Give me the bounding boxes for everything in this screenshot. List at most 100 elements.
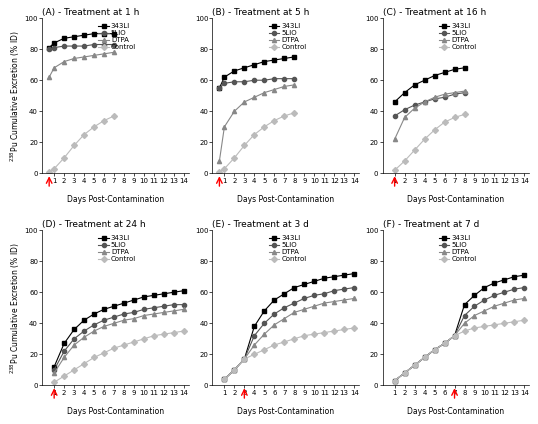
343LI (61, 36, 67, 41)
Line: 343LI: 343LI (393, 66, 466, 104)
Control (71, 143, 77, 148)
343LI (421, 78, 428, 83)
Line: DTPA: DTPA (393, 89, 466, 141)
343LI (101, 31, 107, 36)
343LI (131, 298, 137, 303)
5LIO (241, 79, 247, 84)
Line: DTPA: DTPA (52, 307, 186, 375)
Control (46, 169, 52, 174)
343LI (51, 40, 58, 45)
Line: 5LIO: 5LIO (52, 303, 186, 372)
343LI (141, 294, 147, 299)
343LI (151, 293, 157, 298)
5LIO (392, 378, 398, 383)
DTPA (491, 304, 498, 309)
Control (161, 332, 167, 337)
5LIO (51, 45, 58, 50)
343LI (261, 308, 267, 313)
343LI (511, 274, 518, 279)
5LIO (291, 76, 298, 81)
343LI (291, 54, 298, 59)
Control (81, 361, 87, 366)
343LI (231, 68, 238, 73)
DTPA (61, 59, 67, 64)
5LIO (431, 96, 438, 101)
Control (491, 322, 498, 327)
Control (271, 118, 278, 123)
343LI (491, 280, 498, 285)
5LIO (281, 76, 287, 81)
Legend: 343LI, 5LIO, DTPA, Control: 343LI, 5LIO, DTPA, Control (97, 22, 138, 51)
Control (231, 367, 238, 372)
343LI (461, 302, 468, 307)
343LI (311, 279, 317, 284)
5LIO (461, 90, 468, 95)
Line: 5LIO: 5LIO (393, 285, 527, 383)
343LI (271, 58, 278, 63)
DTPA (261, 90, 267, 95)
DTPA (46, 75, 52, 80)
DTPA (251, 95, 258, 100)
5LIO (216, 86, 223, 91)
DTPA (131, 316, 137, 321)
5LIO (91, 42, 97, 47)
X-axis label: Days Post-Contamination: Days Post-Contamination (407, 407, 505, 416)
5LIO (61, 44, 67, 49)
DTPA (71, 343, 77, 348)
5LIO (491, 293, 498, 298)
5LIO (251, 333, 258, 338)
DTPA (261, 332, 267, 337)
5LIO (231, 367, 238, 372)
343LI (401, 371, 408, 376)
343LI (331, 274, 337, 279)
DTPA (482, 308, 488, 313)
343LI (401, 90, 408, 95)
5LIO (241, 357, 247, 362)
DTPA (471, 313, 478, 318)
Line: DTPA: DTPA (393, 296, 527, 383)
5LIO (412, 103, 418, 108)
343LI (421, 355, 428, 360)
343LI (461, 65, 468, 70)
343LI (81, 33, 87, 38)
5LIO (51, 367, 58, 372)
5LIO (401, 371, 408, 376)
Control (251, 352, 258, 357)
Control (501, 321, 508, 326)
343LI (471, 293, 478, 298)
DTPA (101, 51, 107, 56)
DTPA (431, 95, 438, 100)
Control (111, 113, 117, 118)
343LI (241, 357, 247, 362)
5LIO (482, 298, 488, 303)
343LI (281, 56, 287, 61)
343LI (501, 277, 508, 282)
343LI (521, 273, 528, 278)
Control (101, 118, 107, 123)
DTPA (461, 89, 468, 94)
Control (311, 332, 317, 337)
Line: Control: Control (47, 114, 116, 174)
DTPA (412, 363, 418, 368)
5LIO (111, 315, 117, 320)
Text: (F) - Treatment at 7 d: (F) - Treatment at 7 d (383, 220, 479, 229)
Line: 5LIO: 5LIO (222, 285, 356, 381)
Legend: 343LI, 5LIO, DTPA, Control: 343LI, 5LIO, DTPA, Control (267, 22, 308, 51)
DTPA (281, 316, 287, 321)
Control (61, 155, 67, 160)
Control (241, 357, 247, 362)
Line: DTPA: DTPA (222, 296, 356, 381)
343LI (71, 327, 77, 332)
DTPA (412, 106, 418, 111)
Line: DTPA: DTPA (47, 50, 116, 79)
343LI (392, 99, 398, 104)
DTPA (421, 99, 428, 104)
DTPA (91, 329, 97, 334)
Control (281, 113, 287, 118)
5LIO (91, 322, 97, 327)
Y-axis label: $^{238}$Pu Cumulative Excretion (% ID): $^{238}$Pu Cumulative Excretion (% ID) (8, 242, 22, 374)
5LIO (301, 296, 308, 301)
343LI (431, 73, 438, 78)
DTPA (241, 357, 247, 362)
Control (71, 367, 77, 372)
